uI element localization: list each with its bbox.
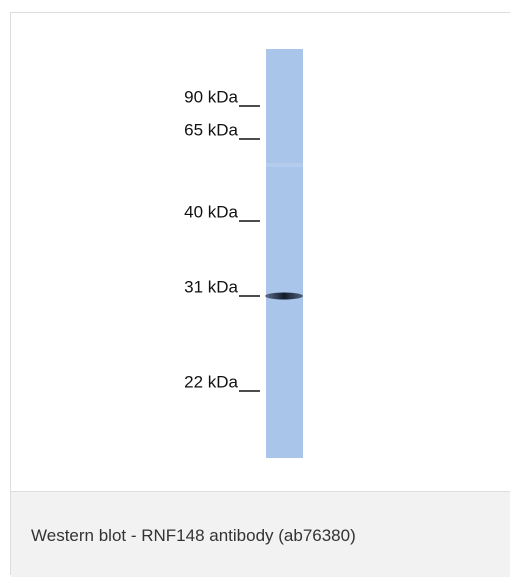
marker-label: 65 kDa xyxy=(184,120,238,139)
marker-label: 31 kDa xyxy=(184,277,238,296)
marker-label: 22 kDa xyxy=(184,372,238,391)
blot-image: 90 kDa 65 kDa 40 kDa 31 kDa 22 kDa xyxy=(11,13,510,491)
marker-label: 40 kDa xyxy=(184,202,238,221)
caption: Western blot - RNF148 antibody (ab76380) xyxy=(31,526,356,546)
figure-frame: 90 kDa 65 kDa 40 kDa 31 kDa 22 kDa Western b… xyxy=(10,12,510,575)
band xyxy=(265,293,303,300)
faint-band xyxy=(266,163,303,167)
caption-area: Western blot - RNF148 antibody (ab76380) xyxy=(11,491,510,577)
marker-label: 90 kDa xyxy=(184,87,238,106)
lane xyxy=(266,49,303,458)
